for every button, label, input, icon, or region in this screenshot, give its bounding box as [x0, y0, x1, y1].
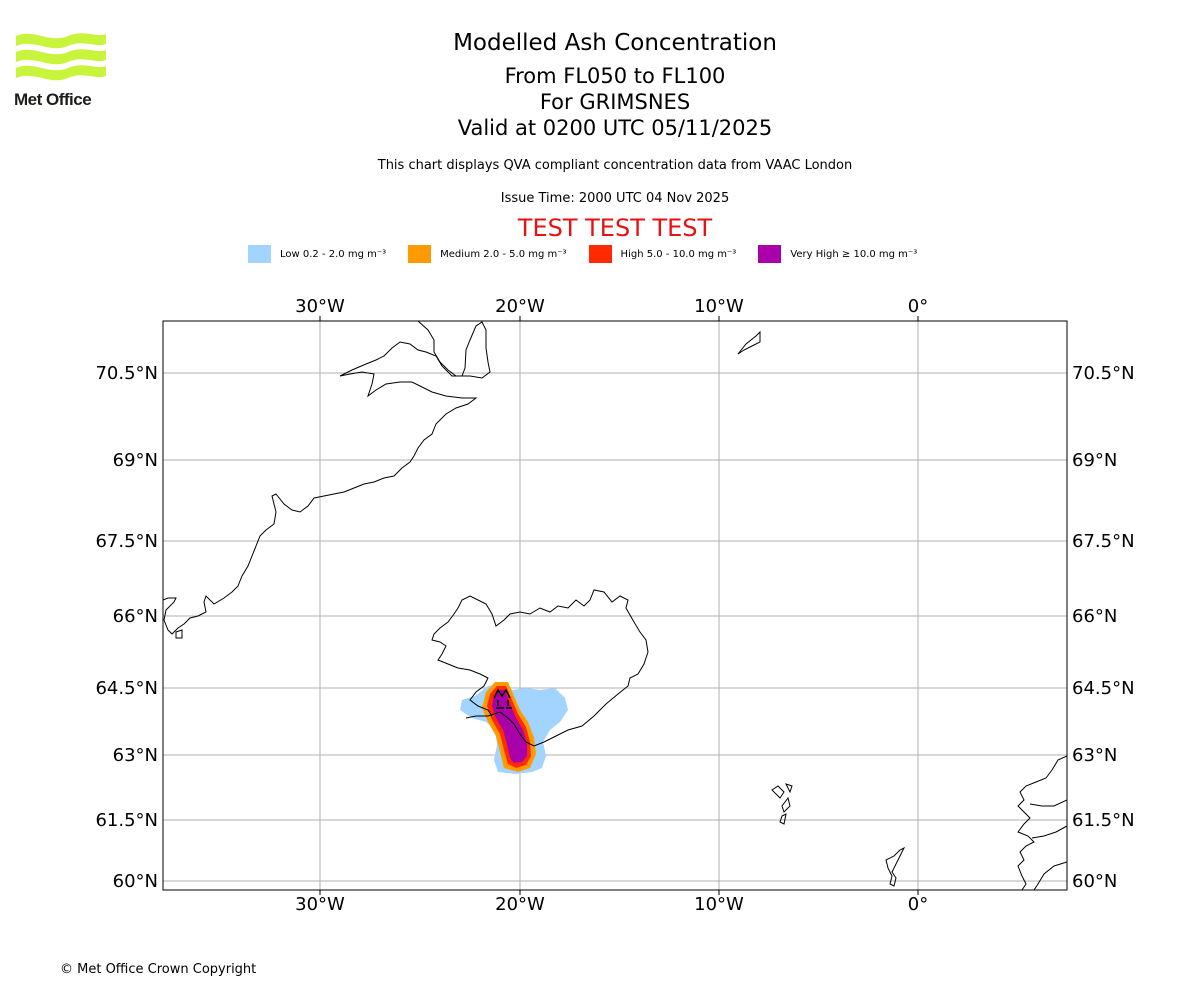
lat-tick-label: 69°N: [1072, 450, 1117, 471]
lat-tick-label: 66°N: [113, 606, 158, 627]
lat-tick-label: 61.5°N: [1072, 810, 1135, 831]
legend-item-medium: Medium 2.0 - 5.0 mg m⁻³: [408, 245, 567, 263]
lat-tick-label: 70.5°N: [1072, 363, 1135, 384]
lon-tick-label: 30°W: [295, 296, 345, 317]
test-banner: TEST TEST TEST: [517, 214, 713, 242]
lon-tick-label: 20°W: [495, 296, 545, 317]
volcano-marker-icon: [493, 688, 512, 709]
coastline-faroe-4: [779, 813, 787, 825]
lat-tick-label: 67.5°N: [95, 531, 158, 552]
valid-time: Valid at 0200 UTC 05/11/2025: [457, 116, 773, 140]
logo-text: Met Office: [14, 90, 92, 109]
coastline-shetland: [885, 846, 906, 887]
lat-tick-label: 70.5°N: [95, 363, 158, 384]
map-frame: [162, 320, 1068, 891]
legend-swatch-low: [248, 245, 271, 263]
lat-tick-label: 60°N: [1072, 871, 1117, 892]
legend-swatch-high: [588, 245, 612, 263]
lat-tick-label: 60°N: [113, 871, 158, 892]
logo-waves-icon: [16, 33, 106, 81]
coastline-faroe-1: [771, 785, 785, 799]
lon-tick-label: 0°: [908, 894, 928, 915]
lat-tick-label: 64.5°N: [95, 678, 158, 699]
coastline-greenland: [163, 321, 491, 635]
met-office-logo: Met Office: [14, 30, 110, 112]
lat-labels-right: 70.5°N 69°N 67.5°N 66°N 64.5°N 63°N 61.5…: [1072, 363, 1135, 892]
lon-tick-label: 0°: [908, 296, 928, 317]
coastline-faroe-2: [781, 796, 791, 813]
legend-label-low: Low 0.2 - 2.0 mg m⁻³: [280, 248, 387, 260]
legend-item-high: High 5.0 - 10.0 mg m⁻³: [588, 245, 737, 263]
lat-labels-left: 70.5°N 69°N 67.5°N 66°N 64.5°N 63°N 61.5…: [95, 363, 158, 892]
legend-label-very-high: Very High ≥ 10.0 mg m⁻³: [790, 248, 918, 260]
volcano-name: For GRIMSNES: [539, 90, 691, 114]
lon-tick-label: 10°W: [694, 894, 744, 915]
lat-tick-label: 63°N: [1072, 745, 1117, 766]
lat-tick-label: 66°N: [1072, 606, 1117, 627]
legend-item-low: Low 0.2 - 2.0 mg m⁻³: [248, 245, 386, 263]
coastline-faroe-3: [785, 783, 793, 794]
legend-item-very-high: Very High ≥ 10.0 mg m⁻³: [758, 245, 917, 263]
flight-levels: From FL050 to FL100: [504, 64, 726, 88]
legend-swatch-medium: [408, 245, 432, 263]
issue-time: Issue Time: 2000 UTC 04 Nov 2025: [500, 191, 730, 206]
lon-labels-top: 30°W 20°W 10°W 0°: [295, 296, 928, 317]
lat-tick-label: 63°N: [113, 745, 158, 766]
lon-labels-bottom: 30°W 20°W 10°W 0°: [295, 894, 928, 915]
legend-label-high: High 5.0 - 10.0 mg m⁻³: [620, 248, 737, 260]
gridlines: [163, 321, 1067, 890]
legend-label-medium: Medium 2.0 - 5.0 mg m⁻³: [440, 248, 567, 260]
chart-title: Modelled Ash Concentration: [453, 30, 777, 56]
coastline-iceland: [431, 589, 649, 747]
lon-tick-label: 30°W: [295, 894, 345, 915]
copyright: © Met Office Crown Copyright: [60, 962, 257, 977]
legend: Low 0.2 - 2.0 mg m⁻³ Medium 2.0 - 5.0 mg…: [248, 244, 939, 264]
lat-tick-label: 64.5°N: [1072, 678, 1135, 699]
lat-tick-label: 67.5°N: [1072, 531, 1135, 552]
lat-tick-label: 69°N: [113, 450, 158, 471]
ash-cloud: [460, 682, 568, 774]
coastlines: [163, 321, 1067, 890]
lon-tick-label: 10°W: [694, 296, 744, 317]
coastline-greenland-island: [175, 629, 183, 639]
source-note: This chart displays QVA compliant concen…: [377, 158, 853, 173]
coastline-norway: [1017, 755, 1067, 890]
lon-tick-label: 20°W: [495, 894, 545, 915]
lat-tick-label: 61.5°N: [95, 810, 158, 831]
coastline-jan-mayen: [737, 330, 761, 355]
tick-marks: [319, 316, 919, 895]
legend-swatch-very-high: [758, 245, 782, 263]
